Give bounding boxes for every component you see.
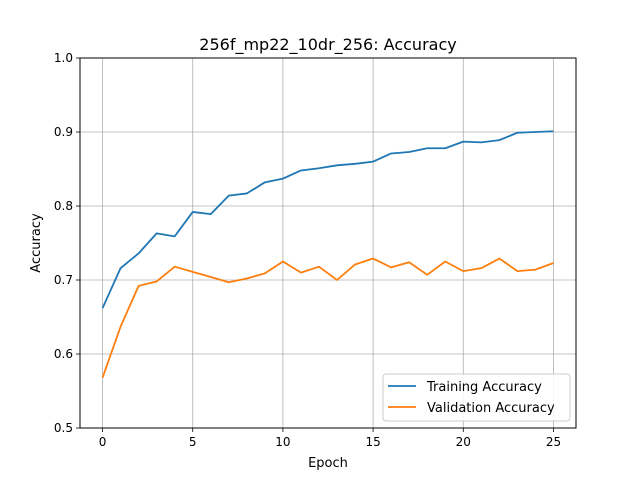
- x-tick-label: 10: [275, 435, 290, 449]
- x-axis-ticks: 0 5 10 15 20 25: [99, 428, 561, 449]
- y-tick-label: 1.0: [54, 51, 73, 65]
- y-axis-ticks: 0.5 0.6 0.7 0.8 0.9 1.0: [54, 51, 80, 435]
- chart-title: 256f_mp22_10dr_256: Accuracy: [199, 35, 456, 55]
- x-tick-label: 15: [365, 435, 380, 449]
- series-line-1: [101, 257, 554, 378]
- x-tick-label: 0: [99, 435, 107, 449]
- x-axis-label: Epoch: [308, 456, 348, 471]
- legend-label-0: Training Accuracy: [426, 380, 542, 395]
- legend: Training Accuracy Validation Accuracy: [382, 373, 571, 422]
- grid: [80, 57, 576, 429]
- series-line-0: [101, 130, 554, 309]
- x-tick-label: 5: [189, 435, 197, 449]
- y-tick-label: 0.6: [54, 347, 73, 361]
- plot-area-frame: [79, 57, 577, 429]
- x-tick-label: 20: [456, 435, 471, 449]
- x-tick-label: 25: [546, 435, 561, 449]
- y-tick-label: 0.8: [54, 199, 73, 213]
- y-tick-label: 0.7: [54, 273, 73, 287]
- series-lines: [101, 130, 554, 378]
- y-tick-label: 0.9: [54, 125, 73, 139]
- legend-label-1: Validation Accuracy: [427, 401, 555, 416]
- y-axis-label: Accuracy: [29, 213, 44, 273]
- legend-box: [382, 373, 571, 422]
- y-tick-label: 0.5: [54, 421, 73, 435]
